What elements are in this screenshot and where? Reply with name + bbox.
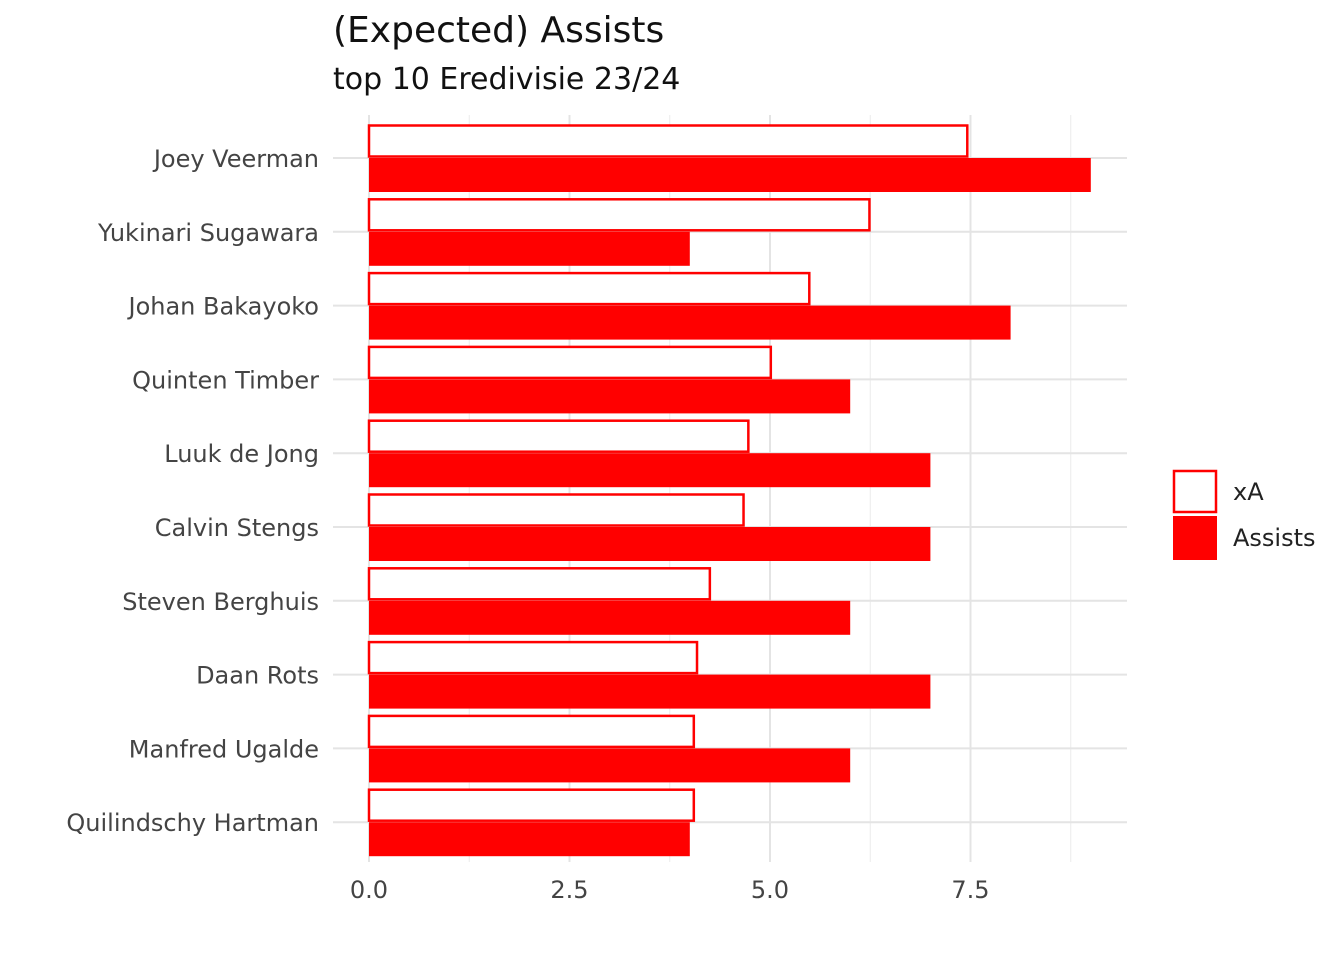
bar-xa: [367, 640, 699, 675]
x-tick-label: 2.5: [550, 876, 588, 904]
x-tick-label: 7.5: [951, 876, 989, 904]
y-tick-label: Steven Berghuis: [122, 588, 319, 616]
bar-assists: [369, 822, 690, 857]
y-tick-label: Johan Bakayoko: [127, 293, 320, 321]
y-tick-label: Quinten Timber: [132, 366, 319, 394]
bar-xa: [367, 345, 773, 380]
bar-xa: [367, 714, 696, 749]
bar-assists: [369, 600, 851, 635]
bars: [367, 124, 1091, 857]
y-tick-label: Manfred Ugalde: [129, 735, 319, 763]
bar-assists: [369, 527, 931, 561]
legend-key-xa: [1172, 469, 1218, 514]
bar-assists: [369, 748, 851, 783]
bar-assists: [369, 231, 690, 266]
bar-xa: [367, 567, 712, 601]
legend: xA Assists: [1172, 469, 1316, 560]
y-tick-labels: Joey Veerman Yukinari Sugawara Johan Bakay…: [66, 145, 319, 837]
bar-xa: [367, 788, 696, 822]
chart-title: (Expected) Assists: [333, 10, 665, 51]
y-tick-label: Daan Rots: [196, 662, 319, 690]
bar-xa: [367, 419, 750, 453]
legend-label-assists: Assists: [1233, 524, 1316, 552]
bar-xa: [367, 124, 969, 158]
y-tick-label: Joey Veerman: [152, 145, 319, 173]
bar-xa: [367, 271, 811, 306]
y-tick-label: Calvin Stengs: [155, 514, 319, 542]
bar-assists: [369, 158, 1091, 192]
bar-assists: [369, 453, 931, 488]
x-tick-labels: 0.0 2.5 5.0 7.5: [350, 876, 990, 904]
bar-assists: [369, 674, 931, 709]
bar-assists: [369, 379, 851, 414]
bar-xa: [367, 198, 871, 232]
x-tick-label: 0.0: [350, 876, 388, 904]
y-tick-label: Luuk de Jong: [164, 440, 319, 468]
bar-xa: [367, 493, 745, 527]
legend-key-assists: [1173, 516, 1217, 560]
legend-label-xa: xA: [1233, 478, 1264, 506]
bar-assists: [369, 305, 1011, 340]
y-tick-label: Yukinari Sugawara: [97, 219, 319, 247]
x-tick-label: 5.0: [751, 876, 789, 904]
chart-subtitle: top 10 Eredivisie 23/24: [333, 62, 681, 97]
y-tick-label: Quilindschy Hartman: [66, 809, 319, 837]
